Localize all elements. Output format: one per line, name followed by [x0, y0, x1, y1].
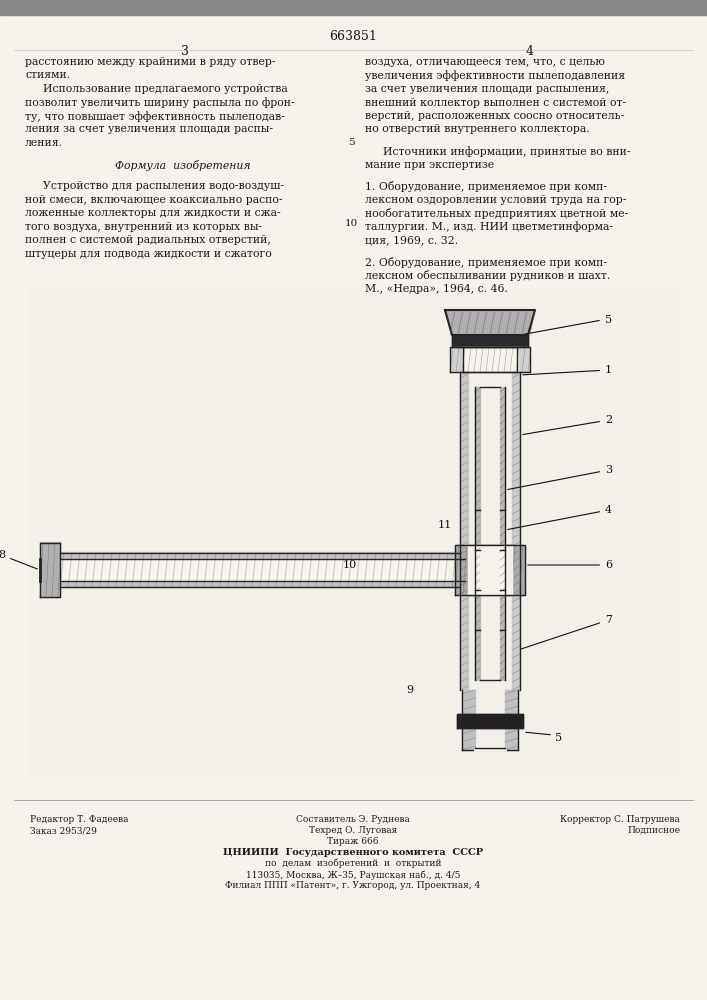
Bar — [60, 552, 460, 587]
Bar — [30, 290, 680, 775]
Text: за счет увеличения площади распыления,: за счет увеличения площади распыления, — [365, 84, 609, 94]
Text: полнен с системой радиальных отверстий,: полнен с системой радиальных отверстий, — [25, 235, 271, 245]
Polygon shape — [445, 310, 535, 335]
Text: М., «Недра», 1964, с. 46.: М., «Недра», 1964, с. 46. — [365, 284, 508, 294]
Text: внешний коллектор выполнен с системой от-: внешний коллектор выполнен с системой от… — [365, 98, 626, 107]
Bar — [512, 372, 520, 690]
Text: ЦНИИПИ  Государственного комитета  СССР: ЦНИИПИ Государственного комитета СССР — [223, 848, 483, 857]
Text: ной смеси, включающее коаксиально распо-: ной смеси, включающее коаксиально распо- — [25, 195, 283, 205]
Bar — [500, 387, 505, 680]
Text: 4: 4 — [526, 45, 534, 58]
Text: ту, что повышает эффективность пылеподав-: ту, что повышает эффективность пылеподав… — [25, 111, 285, 122]
Text: 5: 5 — [348, 138, 354, 147]
Text: Филиал ППП «Патент», г. Ужгород, ул. Проектная, 4: Филиал ППП «Патент», г. Ужгород, ул. Про… — [226, 881, 481, 890]
Text: но отверстий внутреннего коллектора.: но отверстий внутреннего коллектора. — [365, 124, 590, 134]
Text: 10: 10 — [343, 560, 357, 570]
Text: Использование предлагаемого устройства: Использование предлагаемого устройства — [43, 84, 288, 94]
Text: таллургии. М., изд. НИИ цветметинформа-: таллургии. М., изд. НИИ цветметинформа- — [365, 222, 613, 232]
Bar — [450, 347, 530, 372]
Text: 3: 3 — [508, 465, 612, 489]
Bar — [455, 545, 525, 595]
Bar — [457, 714, 523, 728]
Text: 2: 2 — [522, 415, 612, 435]
Text: ложенные коллекторы для жидкости и сжа-: ложенные коллекторы для жидкости и сжа- — [25, 208, 281, 218]
Text: 113035, Москва, Ж–35, Раушская наб., д. 4/5: 113035, Москва, Ж–35, Раушская наб., д. … — [246, 870, 460, 880]
Text: Заказ 2953/29: Заказ 2953/29 — [30, 826, 97, 835]
Text: 7: 7 — [520, 615, 612, 649]
Text: штуцеры для подвода жидкости и сжатого: штуцеры для подвода жидкости и сжатого — [25, 249, 271, 259]
Text: Техред О. Луговая: Техред О. Луговая — [309, 826, 397, 835]
Text: 6: 6 — [528, 560, 612, 570]
Text: 5: 5 — [555, 733, 562, 743]
Text: воздуха, отличающееся тем, что, с целью: воздуха, отличающееся тем, что, с целью — [365, 57, 605, 67]
Bar — [460, 372, 468, 690]
Text: 2. Оборудование, применяемое при комп-: 2. Оборудование, применяемое при комп- — [365, 257, 607, 268]
Text: 4: 4 — [508, 505, 612, 529]
Text: лексном оздоровлении условий труда на гор-: лексном оздоровлении условий труда на го… — [365, 195, 626, 205]
Bar — [0, 0, 707, 15]
Text: 1: 1 — [522, 365, 612, 375]
Bar — [468, 545, 512, 595]
Text: того воздуха, внутренний из которых вы-: того воздуха, внутренний из которых вы- — [25, 222, 262, 232]
Text: Тираж 666: Тираж 666 — [327, 837, 379, 846]
Text: мание при экспертизе: мание при экспертизе — [365, 160, 494, 170]
Text: 8: 8 — [0, 550, 37, 569]
Text: 5: 5 — [605, 315, 612, 325]
Text: расстоянию между крайними в ряду отвер-: расстоянию между крайними в ряду отвер- — [25, 57, 276, 67]
Bar — [60, 559, 470, 581]
Text: позволит увеличить ширину распыла по фрон-: позволит увеличить ширину распыла по фро… — [25, 98, 295, 108]
Text: ления за счет увеличения площади распы-: ления за счет увеличения площади распы- — [25, 124, 273, 134]
Text: верстий, расположенных соосно относитель-: верстий, расположенных соосно относитель… — [365, 111, 624, 121]
Text: лексном обеспыливании рудников и шахт.: лексном обеспыливании рудников и шахт. — [365, 270, 610, 281]
Text: Редактор Т. Фадеева: Редактор Т. Фадеева — [30, 815, 129, 824]
Text: Формула  изобретения: Формула изобретения — [115, 160, 250, 171]
Text: Устройство для распыления водо-воздуш-: Устройство для распыления водо-воздуш- — [43, 181, 284, 191]
Bar — [40, 542, 60, 597]
Text: нообогатительных предприятиях цветной ме-: нообогатительных предприятиях цветной ме… — [365, 208, 629, 219]
Bar — [462, 690, 475, 750]
Text: Составитель Э. Руднева: Составитель Э. Руднева — [296, 815, 410, 824]
Text: Корректор С. Патрушева: Корректор С. Патрушева — [560, 815, 680, 824]
Text: Источники информации, принятые во вни-: Источники информации, принятые во вни- — [383, 146, 631, 157]
Bar — [463, 347, 518, 374]
Text: по  делам  изобретений  и  открытий: по делам изобретений и открытий — [264, 859, 441, 868]
Text: 9: 9 — [407, 685, 414, 695]
Text: 10: 10 — [344, 219, 358, 228]
Bar — [505, 690, 518, 750]
Text: ция, 1969, с. 32.: ция, 1969, с. 32. — [365, 235, 458, 245]
Text: ления.: ления. — [25, 138, 63, 148]
Bar — [452, 335, 528, 347]
Text: 1. Оборудование, применяемое при комп-: 1. Оборудование, применяемое при комп- — [365, 181, 607, 192]
Text: 663851: 663851 — [329, 30, 377, 43]
Text: 11: 11 — [438, 520, 452, 530]
Text: 3: 3 — [181, 45, 189, 58]
Text: увеличения эффективности пылеподавления: увеличения эффективности пылеподавления — [365, 70, 625, 81]
Text: Подписное: Подписное — [627, 826, 680, 835]
Bar — [475, 387, 480, 680]
Text: стиями.: стиями. — [25, 70, 70, 81]
